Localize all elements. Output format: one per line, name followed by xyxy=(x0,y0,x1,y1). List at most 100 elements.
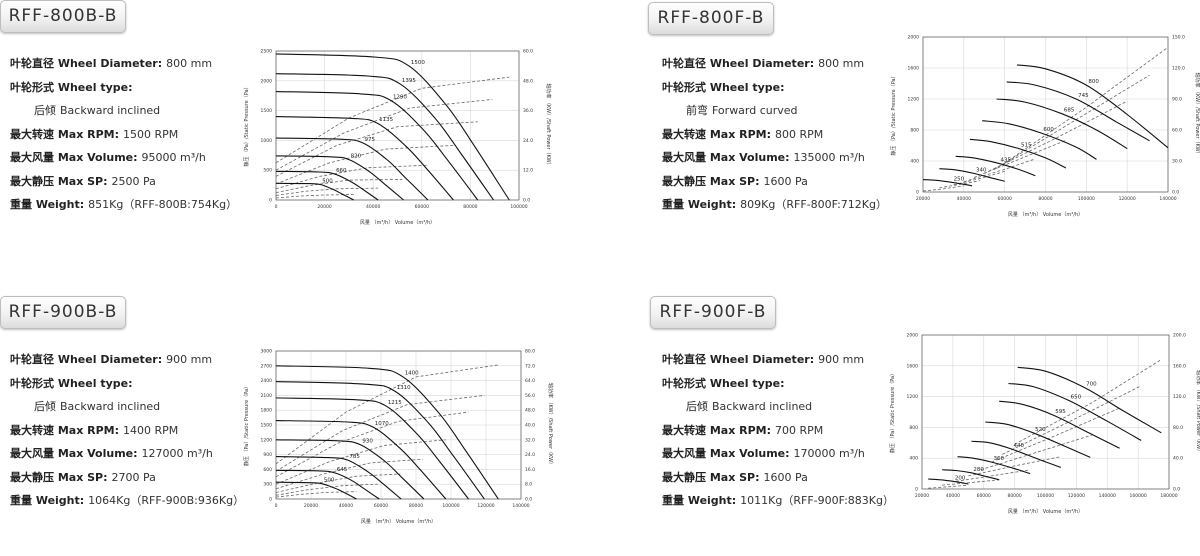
spec-row: 最大转速 Max RPM: 800 RPM xyxy=(662,127,887,151)
spec-row: 最大风量 Max Volume: 135000 m³/h xyxy=(662,150,887,174)
static-pressure-curve-500 xyxy=(275,481,357,500)
spec-value: Forward curved xyxy=(712,104,798,117)
x-tick-label: 180000 xyxy=(1160,493,1177,499)
spec-label: 叶轮直径 Wheel Diameter: xyxy=(10,57,163,70)
spec-value: Backward inclined xyxy=(712,400,813,413)
spec-value: 900 mm xyxy=(818,353,865,366)
static-pressure-curve-1500 xyxy=(275,53,510,201)
x-tick-label: 40000 xyxy=(946,493,960,499)
spec-row: 叶轮形式 Wheel type: xyxy=(10,80,237,104)
rpm-label: 1500 xyxy=(411,60,425,66)
shaft-power-curve xyxy=(275,473,401,493)
spec-label: 重量 Weight: xyxy=(662,494,737,507)
model-title: RFF-800F-B xyxy=(648,2,774,35)
rpm-label: 745 xyxy=(1078,93,1089,99)
spec-list: 叶轮直径 Wheel Diameter: 900 mm 叶轮形式 Wheel typ… xyxy=(10,352,244,517)
shaft-power-curve xyxy=(984,100,1128,174)
rpm-label: 1290 xyxy=(393,94,407,100)
spec-value: 1500 RPM xyxy=(123,127,179,141)
static-pressure-curve-600 xyxy=(982,120,1097,160)
static-pressure-curve-1070 xyxy=(275,420,447,500)
y2-tick-label: 16.0 xyxy=(525,467,535,473)
y-tick-label: 300 xyxy=(263,482,272,488)
spec-row: 叶轮直径 Wheel Diameter: 900 mm xyxy=(662,352,894,376)
y2-tick-label: 24.0 xyxy=(523,138,533,144)
spec-row: 最大静压 Max SP: 2500 Pa xyxy=(10,174,237,198)
static-pressure-curve-650 xyxy=(1008,382,1142,441)
spec-value: 1400 RPM xyxy=(123,423,179,437)
spec-row: 最大静压 Max SP: 1600 Pa xyxy=(662,174,887,198)
x-axis-label: 风量 （m³/h） Volume（m³/h） xyxy=(1008,211,1083,218)
spec-label: 最大转速 Max RPM: xyxy=(10,127,120,141)
spec-row: 叶轮形式 Wheel type: xyxy=(10,376,244,400)
y2-tick-label: 80.0 xyxy=(525,349,535,355)
spec-label: 重量 Weight: xyxy=(10,494,85,507)
shaft-power-curve xyxy=(963,158,1036,183)
x-tick-label: 100000 xyxy=(1037,493,1054,499)
y2-tick-label: 40.0 xyxy=(1173,456,1183,462)
spec-row: 最大转速 Max RPM: 700 RPM xyxy=(662,423,894,447)
rpm-label: 440 xyxy=(1014,443,1025,449)
y2-tick-label: 36.0 xyxy=(523,108,533,114)
spec-value: 1600 Pa xyxy=(763,174,808,188)
spec-label: 叶轮形式 Wheel type: xyxy=(10,376,133,390)
x-tick-label: 20000 xyxy=(915,493,929,499)
static-pressure-curve-440 xyxy=(971,440,1062,468)
shaft-power-curve xyxy=(275,439,446,485)
y-tick-label: 1200 xyxy=(907,394,919,400)
shaft-power-curve xyxy=(991,407,1120,463)
panel-rff-800f-b: RFF-800F-B 叶轮直径 Wheel Diameter: 800 mm 叶轮形… xyxy=(645,0,1200,260)
spec-label: 后倾 xyxy=(686,400,708,413)
shaft-power-curve xyxy=(275,164,428,190)
static-pressure-curve-1400 xyxy=(275,365,499,500)
shaft-power-curve xyxy=(922,185,964,192)
chart-900f: 20000 40000 60000 80000 100000 120000 140000 16… xyxy=(889,333,1200,516)
rpm-label: 500 xyxy=(322,179,333,185)
spec-label: 叶轮形式 Wheel type: xyxy=(662,376,785,390)
spec-value: 1600 Pa xyxy=(763,470,808,484)
y2-tick-label: 8.0 xyxy=(525,482,532,488)
rpm-label: 1070 xyxy=(375,421,389,427)
spec-value: Backward inclined xyxy=(60,400,161,413)
y2-axis-label: 轴功率 （KW）/Shaft Power（KW） xyxy=(1195,370,1200,454)
rpm-label: 250 xyxy=(954,176,965,182)
spec-value: 809Kg（RFF-800F:712Kg） xyxy=(740,198,887,211)
shaft-power-curve xyxy=(275,187,379,196)
shaft-power-curve xyxy=(275,179,403,193)
spec-label: 最大转速 Max RPM: xyxy=(662,423,772,437)
y2-axis-label: 轴功率 （KW）/Shaft Power（KW） xyxy=(545,83,552,167)
static-pressure-curve-800 xyxy=(1016,64,1169,149)
y-tick-label: 0 xyxy=(915,487,918,493)
rpm-label: 1135 xyxy=(379,117,393,123)
x-tick-label: 80000 xyxy=(463,204,477,210)
y-tick-label: 2000 xyxy=(907,333,919,339)
rpm-label: 700 xyxy=(1086,381,1097,387)
spec-label: 叶轮形式 Wheel type: xyxy=(662,80,785,94)
spec-label: 最大静压 Max SP: xyxy=(662,174,760,188)
spec-label: 叶轮直径 Wheel Diameter: xyxy=(662,57,815,70)
y-tick-label: 1600 xyxy=(907,363,919,369)
y2-tick-label: 30.0 xyxy=(1172,159,1182,165)
y2-tick-label: 150.0 xyxy=(1172,35,1185,41)
spec-value: 851Kg（RFF-800B:754Kg） xyxy=(88,198,238,211)
static-pressure-curve-685 xyxy=(996,98,1128,150)
static-pressure-curve-1135 xyxy=(275,116,454,201)
y-tick-label: 1200 xyxy=(261,437,273,443)
spec-value: 700 RPM xyxy=(775,423,824,437)
spec-label: 最大静压 Max SP: xyxy=(10,470,108,484)
spec-value: 800 mm xyxy=(166,57,213,70)
shaft-power-curve xyxy=(275,411,469,478)
shaft-power-curve xyxy=(275,483,378,496)
rpm-label: 1310 xyxy=(397,385,411,391)
x-tick-label: 80000 xyxy=(409,503,423,509)
rpm-label: 785 xyxy=(349,454,360,460)
static-pressure-curve-435 xyxy=(955,155,1036,177)
spec-row: 前弯 Forward curved xyxy=(662,103,887,127)
x-tick-label: 140000 xyxy=(512,503,529,509)
plot-frame xyxy=(275,350,522,500)
x-tick-label: 60000 xyxy=(998,196,1012,202)
y-axis-label: 静压 （Pa）/Static Pressure（Pa） xyxy=(890,73,897,155)
y-tick-label: 1800 xyxy=(261,408,273,414)
x-tick-label: 100000 xyxy=(1078,196,1095,202)
x-axis-label: 风量 （m³/h） Volume（m³/h） xyxy=(361,518,436,525)
